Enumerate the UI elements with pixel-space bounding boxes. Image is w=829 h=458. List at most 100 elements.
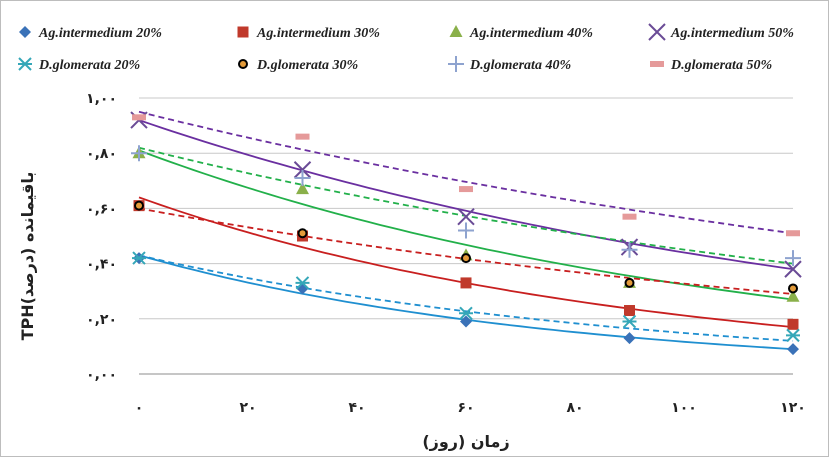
legend-label: D.glomerata 30% xyxy=(256,58,358,73)
marker-shape xyxy=(295,276,310,290)
marker-layer xyxy=(130,111,802,356)
marker-shape xyxy=(623,332,636,345)
legend-label: Ag.intermedium 30% xyxy=(256,26,380,41)
data-point-s7-p4 xyxy=(621,241,638,258)
data-point-s5-p1 xyxy=(132,251,146,265)
x-tick-label: ۸۰ xyxy=(566,400,583,416)
legend-item-2: Ag.intermedium 30% xyxy=(237,26,380,41)
data-point-s1-p5 xyxy=(787,343,799,356)
marker-shape xyxy=(458,222,474,239)
marker-shape xyxy=(460,315,472,328)
legend-marker xyxy=(237,26,249,38)
data-point-s1-p3 xyxy=(460,315,472,328)
legend-marker xyxy=(238,59,248,69)
marker-shape xyxy=(294,170,311,187)
y-tick-label: ۰,۴۰ xyxy=(86,257,117,273)
trendline-8 xyxy=(138,110,794,235)
marker-inner xyxy=(240,61,246,67)
legend-item-8: D.glomerata 50% xyxy=(650,58,772,73)
marker-shape xyxy=(622,213,637,220)
data-point-s5-p5 xyxy=(786,328,800,343)
legend-label: D.glomerata 40% xyxy=(469,58,571,73)
data-point-s3-p2 xyxy=(296,182,309,195)
trendline-7 xyxy=(138,146,794,265)
data-point-s6-p2 xyxy=(297,228,308,239)
marker-shape xyxy=(650,61,664,67)
data-point-s8-p4 xyxy=(622,213,637,220)
legend-item-6: D.glomerata 30% xyxy=(238,58,358,73)
data-point-s5-p3 xyxy=(459,306,473,320)
marker-shape xyxy=(785,250,801,267)
legend-label: Ag.intermedium 50% xyxy=(670,26,794,41)
marker-shape xyxy=(787,343,799,356)
y-tick-label: ۰,۸۰ xyxy=(86,146,117,162)
x-tick-label: ۶۰ xyxy=(457,400,474,416)
data-point-s6-p5 xyxy=(788,283,798,294)
trendline-4 xyxy=(138,119,794,270)
data-point-s4-p2 xyxy=(293,161,312,179)
data-point-s6-p3 xyxy=(461,253,471,264)
x-tick-label: ۱۰۰ xyxy=(671,400,697,416)
marker-shape xyxy=(132,114,146,121)
marker-shape xyxy=(621,241,638,258)
trendline-1 xyxy=(138,254,794,351)
x-tick-label: ۲۰ xyxy=(239,400,256,416)
marker-shape xyxy=(448,56,464,72)
y-axis-title: TPHباقیمانده (درصد) xyxy=(18,172,37,341)
legend-item-7: D.glomerata 40% xyxy=(448,56,571,73)
y-tick-label: ۰,۲۰ xyxy=(86,312,117,328)
data-point-s7-p3 xyxy=(458,222,474,239)
x-tick-label: ۰ xyxy=(135,400,144,416)
marker-shape xyxy=(648,23,666,41)
data-point-s4-p5 xyxy=(784,260,802,278)
legend-item-5: D.glomerata 20% xyxy=(18,57,140,73)
y-tick-label: ۱,۰۰ xyxy=(86,91,117,107)
marker-shape xyxy=(295,133,310,140)
x-tick-label: ۴۰ xyxy=(348,400,365,416)
legend-item-3: Ag.intermedium 40% xyxy=(449,25,593,41)
data-point-s6-p1 xyxy=(134,200,144,211)
trendline-5 xyxy=(138,254,794,342)
legend-item-4: Ag.intermedium 50% xyxy=(648,23,794,41)
legend-label: D.glomerata 20% xyxy=(38,58,140,73)
data-point-s6-p4 xyxy=(624,277,635,288)
marker-shape xyxy=(18,57,32,71)
marker-inner xyxy=(790,285,796,292)
data-point-s2-p4 xyxy=(624,305,635,317)
marker-shape xyxy=(786,230,800,237)
legend-marker xyxy=(650,61,664,67)
y-tick-label: ۰,۰۰ xyxy=(86,367,117,383)
marker-shape xyxy=(624,305,635,317)
marker-shape xyxy=(786,289,800,302)
marker-shape xyxy=(460,277,472,289)
axis-layer: ۰,۰۰ ۰,۲۰ ۰,۴۰ ۰,۶۰ ۰,۸۰ ۱,۰۰ ۰ ۲۰ ۴۰ ۶۰ ۸۰ ۱۰۰ ۱۲۰ xyxy=(86,91,806,416)
legend-marker xyxy=(18,57,32,71)
data-point-s8-p1 xyxy=(132,114,146,121)
marker-shape xyxy=(293,161,312,179)
marker-shape xyxy=(19,26,31,38)
data-point-s8-p5 xyxy=(786,230,800,237)
marker-shape xyxy=(131,145,147,162)
legend: Ag.intermedium 20% Ag.intermedium 30% Ag.i… xyxy=(18,23,794,73)
data-point-s8-p2 xyxy=(295,133,310,140)
marker-shape xyxy=(459,186,473,193)
x-tick-label: ۱۲۰ xyxy=(780,400,806,416)
legend-marker xyxy=(648,23,666,41)
data-point-s5-p4 xyxy=(622,314,637,329)
legend-marker xyxy=(448,56,464,72)
marker-inner xyxy=(299,230,306,237)
data-point-s2-p3 xyxy=(460,277,472,289)
marker-shape xyxy=(784,260,802,278)
marker-shape xyxy=(457,207,475,226)
x-axis-title: زمان (روز) xyxy=(422,432,509,451)
legend-label: Ag.intermedium 40% xyxy=(469,26,593,41)
marker-shape xyxy=(459,306,473,320)
marker-inner xyxy=(463,255,469,262)
marker-shape xyxy=(786,328,800,343)
marker-shape xyxy=(449,25,463,37)
marker-shape xyxy=(296,182,309,195)
marker-shape xyxy=(787,318,799,330)
legend-label: D.glomerata 50% xyxy=(670,58,772,73)
